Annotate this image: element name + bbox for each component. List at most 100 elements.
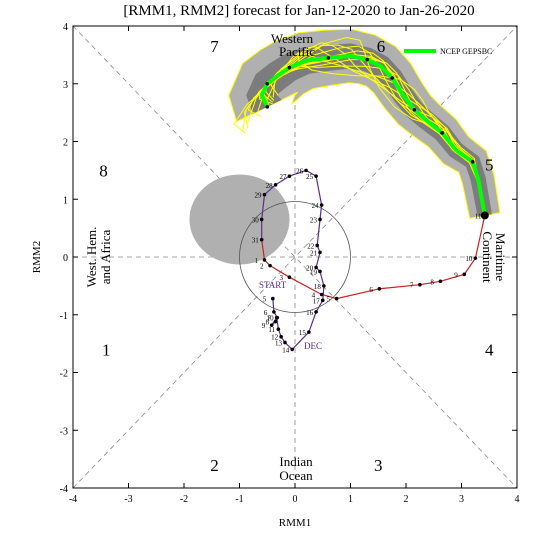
legend: NCEP GEPSBC [404, 47, 492, 56]
january-track-day-label: 2 [260, 263, 264, 271]
phase-number: 1 [102, 340, 111, 359]
start-annotation: START [259, 280, 287, 290]
january-track-day-label: 5 [327, 296, 331, 304]
december-track-point [273, 183, 278, 187]
december-track-day-label: 20 [306, 264, 314, 272]
december-track-day-label: 26 [296, 167, 304, 175]
december-track-day-label: 16 [306, 309, 314, 317]
december-track-day-label: 5 [263, 296, 267, 304]
guide-diagonal-2 [73, 26, 517, 488]
ensemble-member-line [233, 36, 486, 216]
region-label-top-2: Pacific [279, 44, 315, 59]
december-track-day-label: 17 [313, 297, 321, 305]
december-track-point [314, 310, 318, 314]
december-track-day-label: 15 [299, 329, 307, 337]
phase-number: 5 [485, 156, 494, 175]
phase-number: 6 [377, 37, 386, 56]
december-track-point [259, 237, 264, 242]
january-track-day-label: 9 [454, 271, 458, 279]
y-tick-label: -3 [60, 426, 68, 437]
legend-label: NCEP GEPSBC [440, 47, 492, 56]
y-tick-label: -1 [60, 311, 68, 322]
december-track-day-label: 25 [306, 173, 314, 181]
ensemble-mean-point [390, 76, 394, 80]
january-track-point [462, 272, 467, 277]
december-track-point [272, 310, 276, 314]
december-track-day-label: 23 [310, 216, 318, 224]
x-tick-label: -1 [235, 494, 243, 505]
x-tick-label: -3 [124, 494, 132, 505]
december-track-day-label: 13 [275, 339, 283, 347]
december-track-day-label: 27 [279, 173, 287, 181]
december-track-day-label: 28 [266, 182, 274, 190]
ensemble-mean-point [365, 57, 369, 62]
y-tick-label: 2 [63, 138, 68, 149]
december-track-point [314, 174, 318, 178]
january-track-point [334, 296, 339, 301]
guide-diagonal-1 [73, 26, 517, 488]
december-track-day-label: 12 [271, 334, 279, 342]
december-track-point [304, 168, 308, 173]
ensemble-mean-point [287, 65, 292, 70]
x-tick-label: 1 [348, 494, 353, 505]
x-tick-label: -2 [180, 494, 188, 505]
december-track-day-label: 8 [266, 319, 270, 327]
x-tick-label: 0 [293, 494, 298, 505]
december-track-point [318, 269, 322, 274]
december-track-day-label: 29 [254, 192, 262, 200]
y-tick-label: 0 [63, 253, 68, 264]
forecast-start-marker [480, 211, 489, 220]
month-join-line [261, 239, 266, 260]
january-track-day-label: 11 [475, 212, 482, 220]
phase-number: 8 [99, 161, 108, 180]
x-tick-label: 2 [404, 494, 409, 505]
december-track-point [274, 315, 279, 320]
ensemble-mean-point [265, 105, 270, 109]
january-track-point [418, 282, 422, 287]
x-tick-label: 3 [459, 494, 464, 505]
december-track-point [279, 334, 283, 339]
december-track-day-label: 18 [314, 283, 322, 291]
x-tick-label: 4 [515, 494, 520, 505]
january-track-point [473, 256, 478, 260]
january-track-point [438, 279, 443, 284]
chart-title: [RMM1, RMM2] forecast for Jan-12-2020 to… [123, 3, 474, 19]
january-track-day-label: 8 [430, 278, 434, 286]
january-track-day-label: 3 [279, 274, 283, 282]
december-track-point [318, 250, 322, 255]
ensemble-member-line [242, 42, 486, 216]
december-track-point [287, 174, 292, 178]
december-track-day-label: 6 [264, 309, 268, 317]
december-track-day-label: 10 [267, 315, 275, 323]
region-label-right-2: Continent [480, 231, 495, 283]
december-track-point [273, 319, 278, 324]
december-track-point [271, 296, 275, 301]
december-track-point [322, 284, 326, 288]
january-track-point [287, 275, 292, 280]
december-track-point [315, 243, 320, 248]
december-track-point [314, 265, 318, 270]
january-track-point [262, 258, 267, 262]
y-tick-label: 1 [63, 195, 68, 206]
y-tick-label: 4 [63, 22, 68, 33]
dec-annotation: DEC [304, 341, 322, 351]
y-tick-label: 3 [63, 80, 68, 91]
january-track-point [268, 263, 272, 268]
region-label-right-1: Maritime [493, 233, 508, 282]
january-track-day-label: 4 [312, 292, 316, 300]
december-track-day-label: 19 [310, 268, 318, 276]
y-tick-label: -2 [60, 369, 68, 380]
phase-number: 3 [374, 456, 383, 475]
december-track-point [276, 327, 281, 331]
region-label-left-1: West. Hem. [84, 227, 99, 288]
december-track-point [269, 323, 274, 327]
december-track-day-label: 21 [310, 249, 318, 257]
january-track-day-label: 6 [369, 286, 373, 294]
phase-number: 4 [485, 340, 494, 359]
december-track-point [307, 330, 311, 334]
january-track-point [319, 292, 324, 297]
december-track-day-label: 11 [268, 326, 275, 334]
